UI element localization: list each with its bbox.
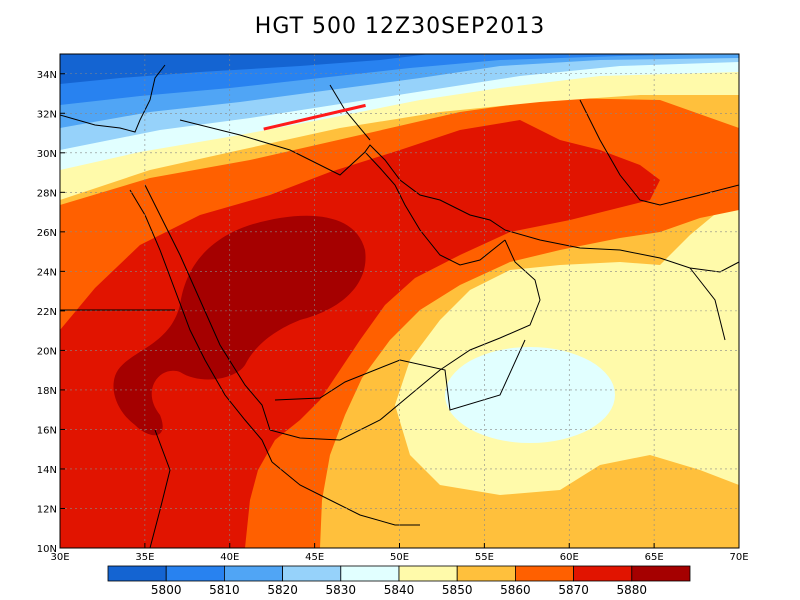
contour-5840-low <box>445 347 615 443</box>
lat-tick-label: 32N <box>37 109 57 120</box>
highlight-line <box>263 103 366 131</box>
lon-tick-label: 60E <box>560 552 579 563</box>
lat-tick-label: 22N <box>37 307 57 318</box>
lat-tick-label: 20N <box>37 346 57 357</box>
lon-tick-label: 45E <box>305 552 324 563</box>
border-iran-east <box>579 99 739 206</box>
border-saudi-north <box>179 119 366 176</box>
lon-tick-label: 30E <box>50 552 69 563</box>
colorbar-swatch <box>456 565 516 582</box>
coastline-india-west <box>689 267 726 341</box>
colorbar-label: 5880 <box>617 583 648 597</box>
lat-axis: 10N 12N 14N 16N 18N 20N 22N 24N 26N 28N 30N 32N 34N <box>37 70 65 555</box>
lat-tick-label: 26N <box>37 228 57 239</box>
coastline-horn <box>271 461 420 526</box>
coastlines <box>60 64 739 548</box>
contour-5800-band <box>60 54 430 84</box>
lat-tick-label: 16N <box>37 425 57 436</box>
lat-tick-label: 24N <box>37 267 57 278</box>
colorbar-swatch <box>631 565 691 582</box>
colorbar: 5800 5810 5820 5830 5840 5850 5860 5870 5880 <box>107 565 691 597</box>
lat-tick-label: 14N <box>37 465 57 476</box>
lat-tick-label: 18N <box>37 386 57 397</box>
colorbar-label: 5830 <box>326 583 357 597</box>
lat-tick-label: 34N <box>37 70 57 81</box>
colorbar-swatch <box>223 565 283 582</box>
colorbar-swatch <box>282 565 342 582</box>
lon-tick-label: 70E <box>729 552 748 563</box>
colorbar-swatch <box>165 565 225 582</box>
border-saudi-yemen <box>274 339 526 411</box>
colorbar-swatch <box>107 565 167 582</box>
coastline-levant <box>60 64 166 133</box>
colorbar-swatch <box>515 565 575 582</box>
colorbar-label: 5840 <box>384 583 415 597</box>
lon-tick-label: 65E <box>645 552 664 563</box>
colorbar-swatch <box>573 565 633 582</box>
lon-tick-label: 40E <box>220 552 239 563</box>
coastline-red-sea-west <box>129 189 273 463</box>
colorbar-swatch <box>398 565 458 582</box>
colorbar-label: 5870 <box>558 583 589 597</box>
lat-tick-label: 12N <box>37 504 57 515</box>
lon-tick-label: 50E <box>390 552 409 563</box>
lat-tick-label: 30N <box>37 149 57 160</box>
coastline-red-sea-east <box>144 184 271 431</box>
lon-tick-label: 35E <box>135 552 154 563</box>
lat-lon-grid <box>60 54 739 548</box>
lon-axis: 30E 35E 40E 45E 50E 55E 60E 65E 70E <box>50 543 749 563</box>
lon-tick-label: 55E <box>475 552 494 563</box>
border-sudan-ethiopia <box>149 429 171 548</box>
colorbar-label: 5800 <box>151 583 182 597</box>
colorbar-label: 5810 <box>209 583 240 597</box>
contour-5890-core <box>113 215 366 436</box>
lat-tick-label: 28N <box>37 188 57 199</box>
map-title: HGT 500 12Z30SEP2013 <box>254 14 546 39</box>
colorbar-label: 5850 <box>442 583 473 597</box>
colorbar-label: 5820 <box>267 583 298 597</box>
coastline-arabia-south <box>269 239 541 441</box>
lat-tick-label: 10N <box>37 544 57 555</box>
contour-5880-band <box>60 120 660 548</box>
colorbar-swatch <box>340 565 400 582</box>
colorbar-label: 5860 <box>500 583 531 597</box>
